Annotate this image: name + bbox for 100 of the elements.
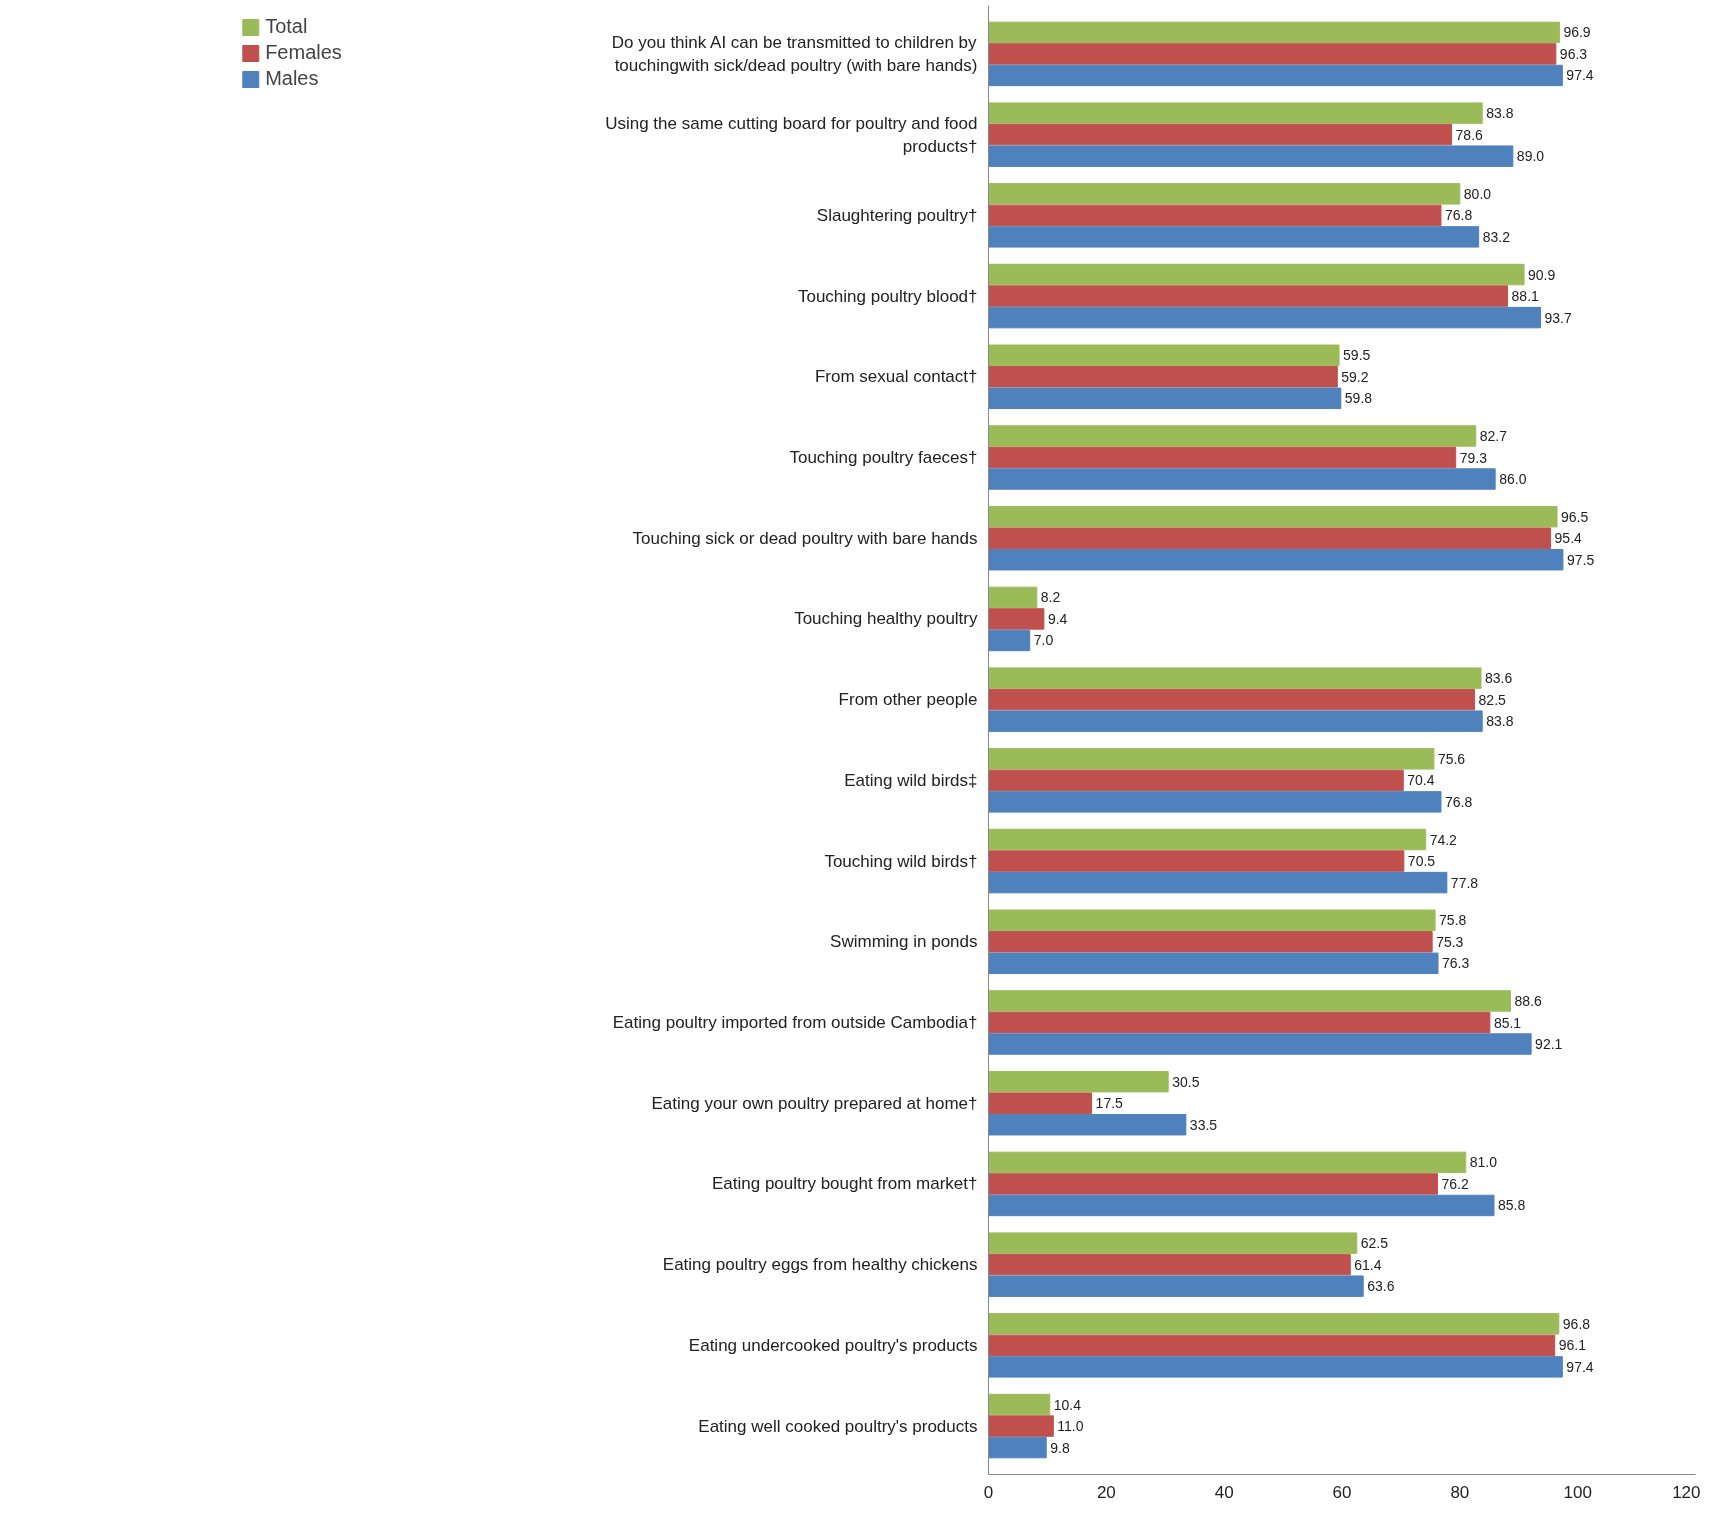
bar — [988, 468, 1496, 490]
legend-label: Males — [265, 67, 319, 90]
bar — [988, 425, 1477, 447]
data-label: 62.5 — [1360, 1235, 1389, 1252]
data-label: 75.3 — [1436, 933, 1464, 950]
bar — [988, 608, 1045, 630]
data-label: 93.7 — [1544, 309, 1573, 326]
data-label: 11.0 — [1057, 1418, 1084, 1435]
y-tick-label: Touching sick or dead poultry with bare hands — [632, 528, 978, 548]
data-label: 8.2 — [1040, 589, 1061, 606]
y-tick-label: Eating undercooked poultry's products — [688, 1335, 978, 1355]
bar — [988, 586, 1038, 609]
y-tick-label: Do you think AI can be transmitted to children by touchingwith sick/dead poultry (with bare hands) — [611, 33, 978, 75]
bar — [988, 446, 1457, 469]
data-label: 96.1 — [1558, 1337, 1587, 1354]
data-label: 80.0 — [1463, 185, 1492, 202]
data-label: 76.3 — [1442, 955, 1470, 972]
data-label: 59.8 — [1344, 390, 1373, 407]
bar — [988, 102, 1483, 124]
x-tick-label: 100 — [1563, 1482, 1592, 1502]
bar — [988, 306, 1542, 329]
data-label: 88.1 — [1511, 288, 1540, 305]
x-tick-label: 40 — [1214, 1482, 1234, 1502]
bar — [988, 387, 1342, 410]
data-label: 97.4 — [1566, 1358, 1594, 1375]
bar — [988, 505, 1558, 528]
bar — [988, 64, 1563, 87]
bar — [988, 43, 1557, 65]
bar — [988, 990, 1511, 1012]
y-tick-label: From other people — [838, 690, 978, 710]
bar — [988, 952, 1439, 975]
x-tick-label: 80 — [1450, 1482, 1470, 1502]
data-label: 79.3 — [1459, 449, 1488, 466]
data-label: 76.8 — [1444, 207, 1473, 224]
data-label: 96.5 — [1561, 508, 1589, 525]
bar — [988, 1415, 1054, 1437]
data-label: 70.4 — [1407, 772, 1435, 789]
bar — [988, 1436, 1047, 1459]
y-tick-label: Eating poultry eggs from healthy chickens — [662, 1255, 978, 1275]
bar — [988, 1173, 1438, 1195]
data-label: 81.0 — [1469, 1154, 1498, 1171]
data-label: 89.0 — [1516, 148, 1545, 165]
data-label: 85.1 — [1493, 1014, 1522, 1031]
y-tick-label: Eating well cooked poultry's products — [698, 1416, 978, 1436]
data-label: 33.5 — [1189, 1116, 1218, 1133]
y-tick-label: From sexual contact† — [814, 367, 978, 387]
data-label: 78.6 — [1455, 126, 1484, 143]
bar — [988, 1033, 1532, 1055]
data-label: 86.0 — [1499, 471, 1527, 488]
bar — [988, 629, 1031, 652]
y-tick-label: Touching poultry blood† — [797, 286, 978, 306]
bar — [988, 748, 1435, 770]
data-label: 83.8 — [1486, 105, 1514, 122]
data-label: 82.5 — [1478, 691, 1507, 708]
data-label: 97.5 — [1566, 551, 1595, 568]
bar — [988, 1232, 1358, 1254]
data-label: 10.4 — [1053, 1396, 1082, 1413]
y-tick-label: Touching wild birds† — [824, 851, 978, 871]
bar — [988, 1114, 1187, 1136]
bar — [988, 850, 1405, 872]
x-tick-label: 20 — [1096, 1482, 1116, 1502]
data-label: 59.2 — [1341, 368, 1369, 385]
data-label: 75.6 — [1437, 750, 1466, 767]
data-label: 83.2 — [1482, 228, 1511, 245]
data-label: 83.8 — [1486, 713, 1514, 730]
data-label: 82.7 — [1479, 427, 1508, 444]
data-label: 96.3 — [1559, 45, 1588, 62]
y-tick-label: Eating wild birds‡ — [844, 770, 978, 790]
y-tick-label: Slaughtering poultry† — [816, 205, 978, 225]
bar — [988, 1151, 1467, 1174]
data-label: 70.5 — [1407, 853, 1436, 870]
bar — [988, 828, 1427, 851]
data-label: 59.5 — [1343, 347, 1371, 364]
bar — [988, 1334, 1556, 1357]
bar — [988, 1253, 1351, 1276]
data-label: 97.4 — [1566, 67, 1594, 84]
bar — [988, 527, 1552, 549]
y-tick-label: Eating your own poultry prepared at home† — [651, 1093, 978, 1113]
data-label: 9.4 — [1047, 610, 1068, 627]
data-label: 96.9 — [1563, 24, 1591, 41]
data-label: 76.2 — [1441, 1175, 1469, 1192]
data-label: 61.4 — [1354, 1256, 1382, 1273]
data-label: 95.4 — [1554, 530, 1583, 547]
bar — [988, 344, 1340, 366]
bar — [988, 1313, 1560, 1335]
bar — [988, 145, 1514, 167]
bar — [988, 1092, 1093, 1114]
y-tick-label: Using the same cutting board for poultry and food products† — [605, 113, 978, 156]
legend-label: Females — [265, 41, 342, 64]
bar — [988, 183, 1461, 205]
bar — [988, 931, 1433, 953]
x-tick-label: 120 — [1672, 1482, 1701, 1502]
data-label: 63.6 — [1367, 1278, 1395, 1295]
bar — [988, 366, 1338, 388]
bar — [988, 21, 1560, 44]
x-tick-label: 0 — [983, 1482, 994, 1502]
bar — [988, 909, 1436, 931]
y-tick-label: Swimming in ponds — [830, 932, 978, 952]
bar — [988, 769, 1404, 792]
y-tick-label: Eating poultry imported from outside Cambodia† — [612, 1013, 978, 1032]
